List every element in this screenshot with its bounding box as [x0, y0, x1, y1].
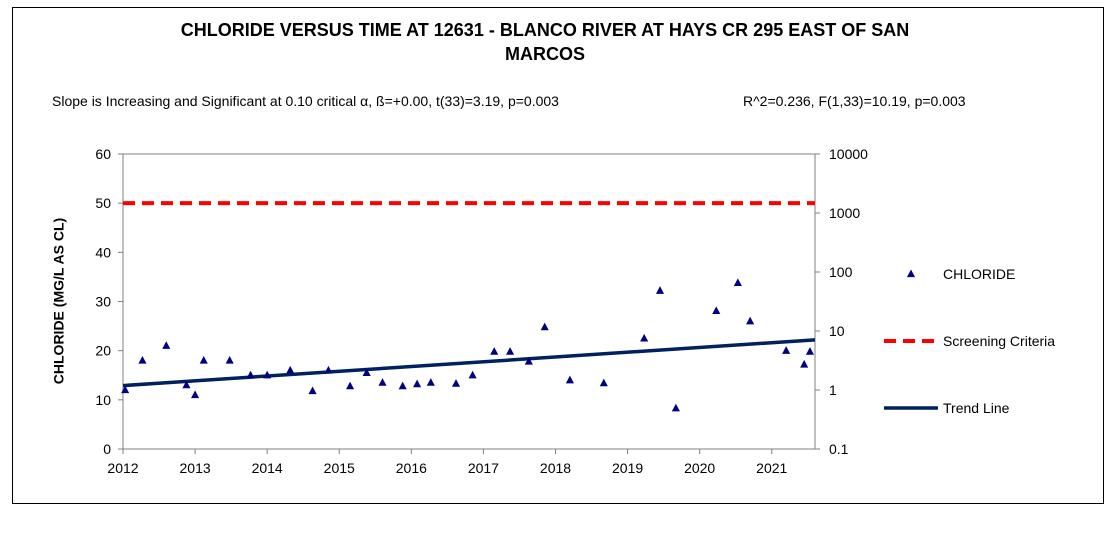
- series-lines: [122, 201, 816, 388]
- y2-tick-label: 1000: [829, 205, 860, 221]
- y2-tick-label: 10000: [829, 146, 868, 162]
- y-tick-label: 0: [103, 441, 111, 457]
- data-point: [655, 286, 665, 294]
- data-points: [121, 278, 815, 412]
- chart-title-line1: CHLORIDE VERSUS TIME AT 12631 - BLANCO R…: [180, 20, 910, 40]
- data-point: [286, 365, 295, 374]
- data-point: [225, 356, 234, 364]
- x-tick-label: 2016: [396, 460, 427, 476]
- data-point: [712, 306, 721, 314]
- data-point: [426, 378, 435, 386]
- data-point: [746, 316, 755, 325]
- data-point: [599, 378, 608, 387]
- data-point: [362, 368, 371, 376]
- data-point: [671, 403, 680, 412]
- y-axis-label: CHLORIDE (MG/L AS CL): [51, 218, 67, 384]
- data-point: [398, 381, 407, 390]
- stats-slope-text: Slope is Increasing and Significant at 0…: [52, 93, 559, 109]
- chart-title-line2: MARCOS: [505, 44, 585, 64]
- data-point: [640, 333, 649, 342]
- data-point: [263, 370, 272, 379]
- legend-marker-chloride: [906, 269, 916, 278]
- y-tick-label: 10: [95, 392, 111, 408]
- chart-frame: [12, 7, 1104, 504]
- x-tick-label: 2014: [252, 460, 283, 476]
- data-point: [468, 370, 477, 379]
- x-tick-label: 2020: [684, 460, 715, 476]
- data-point: [506, 347, 515, 355]
- y2-tick-label: 0.1: [829, 441, 849, 457]
- axes: 2012 2013 2014 2015 2016 2017 2018 2019 2020 2021…: [95, 146, 868, 476]
- legend-label: Screening Criteria: [943, 333, 1055, 349]
- data-point: [162, 341, 171, 349]
- y2-tick-label: 1: [829, 382, 837, 398]
- y-tick-label: 50: [95, 195, 111, 211]
- y-tick-label: 20: [95, 343, 111, 359]
- legend: CHLORIDE Screening Criteria Trend Line: [884, 266, 1055, 416]
- data-point: [191, 390, 200, 399]
- data-point: [800, 359, 809, 368]
- y2-tick-label: 10: [829, 323, 845, 339]
- data-point: [182, 380, 191, 389]
- data-point: [540, 322, 549, 331]
- data-point: [346, 381, 355, 390]
- data-point: [782, 346, 791, 354]
- data-point: [199, 356, 208, 364]
- legend-label: Trend Line: [943, 400, 1010, 416]
- x-tick-label: 2015: [324, 460, 355, 476]
- data-point: [451, 379, 461, 387]
- x-tick-label: 2018: [540, 460, 571, 476]
- data-point: [324, 365, 333, 374]
- y-tick-label: 60: [95, 146, 111, 162]
- x-tick-label: 2017: [468, 460, 499, 476]
- y2-tick-label: 100: [829, 264, 853, 280]
- data-point: [308, 386, 317, 395]
- stats-regression-text: R^2=0.236, F(1,33)=10.19, p=0.003: [743, 93, 966, 109]
- data-point: [490, 347, 499, 355]
- data-point: [246, 370, 255, 379]
- data-point: [733, 278, 742, 286]
- y-tick-label: 40: [95, 244, 111, 260]
- data-point: [565, 375, 574, 384]
- x-tick-label: 2019: [612, 460, 643, 476]
- data-point: [413, 379, 422, 388]
- x-tick-label: 2021: [756, 460, 787, 476]
- legend-label: CHLORIDE: [943, 266, 1015, 282]
- chart-title: CHLORIDE VERSUS TIME AT 12631 - BLANCO R…: [40, 18, 1050, 66]
- data-point: [378, 378, 387, 386]
- data-point: [138, 356, 147, 364]
- y-tick-label: 30: [95, 294, 111, 310]
- plot-area: [122, 153, 816, 450]
- x-tick-label: 2012: [107, 460, 138, 476]
- data-point: [121, 385, 130, 394]
- data-point: [524, 356, 533, 365]
- trend-line: [122, 338, 816, 388]
- x-tick-label: 2013: [180, 460, 211, 476]
- data-point: [805, 347, 815, 355]
